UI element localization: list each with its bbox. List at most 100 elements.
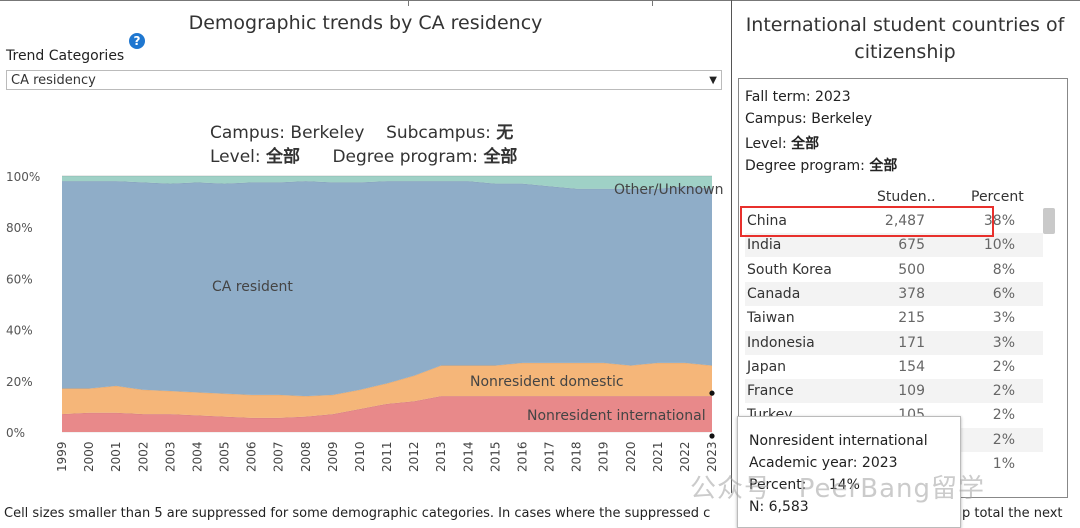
- table-row[interactable]: South Korea 500 8%: [745, 258, 1043, 282]
- table-cell-percent: 10%: [983, 237, 1015, 254]
- table-cell-students: 675: [898, 237, 925, 254]
- subcampus-filter-value: 无: [496, 123, 514, 143]
- table-cell-percent: 8%: [992, 261, 1015, 278]
- table-cell-students: 500: [898, 261, 925, 278]
- table-cell-percent: 3%: [992, 310, 1015, 327]
- campus-label: Campus: Berkeley: [745, 111, 873, 127]
- area-ca-resident: [62, 181, 712, 397]
- table-row[interactable]: Taiwan 215 3%: [745, 306, 1043, 330]
- degree-label: Degree program: 全部: [745, 155, 897, 175]
- degree-filter-label: Degree program:: [332, 147, 484, 167]
- x-tick-label: 2002: [136, 441, 150, 472]
- fall-term-label: Fall term: 2023: [745, 89, 851, 105]
- students-column-header[interactable]: Studen..: [877, 189, 936, 205]
- x-tick-label: 2005: [218, 441, 232, 472]
- chart-tooltip: Nonresident international Academic year:…: [737, 416, 961, 528]
- table-cell-students: 154: [898, 358, 925, 375]
- table-cell-percent: 2%: [992, 383, 1015, 400]
- table-cell-students: 171: [898, 334, 925, 351]
- right-title-line1: International student countries of: [745, 14, 1065, 36]
- top-tick: [408, 0, 409, 6]
- area-other-unknown: [62, 176, 712, 189]
- series-label: CA resident: [212, 279, 293, 295]
- table-cell-country: France: [747, 383, 794, 400]
- trend-categories-label: Trend Categories: [6, 48, 125, 64]
- y-tick-label: 20%: [6, 375, 33, 389]
- x-tick-label: 2016: [515, 441, 529, 472]
- campus-filter: Campus: Berkeley: [210, 123, 365, 143]
- right-title-line2: citizenship: [854, 41, 956, 63]
- y-tick-label: 100%: [6, 170, 40, 184]
- x-tick-label: 2000: [82, 441, 96, 472]
- table-row[interactable]: France 109 2%: [745, 379, 1043, 404]
- x-tick-label: 2009: [326, 441, 340, 472]
- series-label: Nonresident international: [527, 408, 706, 424]
- x-tick-label: 2020: [624, 441, 638, 472]
- y-tick-label: 60%: [6, 272, 33, 286]
- x-tick-label: 2017: [543, 441, 557, 472]
- table-cell-percent: 2%: [992, 431, 1015, 448]
- table-cell-students: 215: [898, 310, 925, 327]
- help-icon[interactable]: ?: [129, 33, 145, 49]
- right-panel-title: International student countries of citize…: [740, 12, 1070, 66]
- x-tick-label: 2011: [380, 441, 394, 472]
- area-nonresident-international: [62, 396, 712, 432]
- table-cell-percent: 2%: [992, 358, 1015, 375]
- left-panel: [731, 0, 732, 493]
- x-tick-label: 2013: [434, 441, 448, 472]
- percent-column-header[interactable]: Percent: [971, 189, 1024, 205]
- table-row[interactable]: 1%: [745, 452, 1043, 476]
- table-row[interactable]: Japan 154 2%: [745, 355, 1043, 379]
- tooltip-percent-value: 14%: [828, 477, 860, 493]
- series-label: Other/Unknown: [614, 182, 723, 198]
- table-cell-country: Indonesia: [747, 334, 815, 351]
- tooltip-year: Academic year: 2023: [749, 455, 898, 471]
- table-row[interactable]: Canada 378 6%: [745, 281, 1043, 306]
- tooltip-percent: Percent: 14%: [749, 477, 860, 493]
- table-row[interactable]: China 2,487 38%: [745, 209, 1043, 233]
- level-label-text: Level:: [745, 136, 792, 152]
- level-filter-label: Level:: [210, 147, 267, 167]
- citizenship-table-panel: Fall term: 2023 Campus: Berkeley Level: …: [738, 78, 1068, 498]
- table-cell-country: South Korea: [747, 261, 832, 278]
- table-row[interactable]: India 675 10%: [745, 233, 1043, 258]
- table-cell-country: Canada: [747, 285, 801, 302]
- table-cell-percent: 3%: [992, 334, 1015, 351]
- table-cell-percent: 38%: [983, 213, 1015, 229]
- x-tick-label: 2007: [272, 441, 286, 472]
- table-cell-country: China: [747, 213, 787, 229]
- page-title: Demographic trends by CA residency: [188, 12, 543, 34]
- x-tick-label: 2001: [109, 441, 123, 472]
- table-cell-students: 378: [898, 285, 925, 302]
- top-border: [0, 0, 1080, 1]
- level-filter-value: 全部: [266, 147, 301, 167]
- x-tick-label: 2003: [163, 441, 177, 472]
- degree-filter-value: 全部: [483, 147, 518, 167]
- table-cell-percent: 6%: [992, 285, 1015, 302]
- x-tick-label: 2004: [190, 441, 204, 472]
- degree-label-text: Degree program:: [745, 158, 870, 174]
- highlight-box: [740, 206, 994, 237]
- table-row[interactable]: Indonesia 171 3%: [745, 330, 1043, 355]
- x-tick-label: 2022: [678, 441, 692, 472]
- x-tick-label: 2006: [245, 441, 259, 472]
- chevron-down-icon[interactable]: ▼: [709, 75, 717, 86]
- x-tick-label: 1999: [55, 441, 69, 472]
- tooltip-percent-label: Percent:: [749, 477, 807, 493]
- filter-line-level: Level: 全部 Degree program: 全部: [210, 142, 517, 167]
- x-tick-label: 2018: [570, 441, 584, 472]
- x-tick-label: 2008: [299, 441, 313, 472]
- table-cell-students: 109: [898, 383, 925, 400]
- residency-area-chart[interactable]: 100% 80% 60% 40% 20% 0% Nonresident internatio…: [0, 170, 731, 490]
- table-cell-country: Japan: [747, 358, 787, 375]
- trend-category-select[interactable]: CA residency ▼: [6, 70, 722, 90]
- y-tick-label: 80%: [6, 221, 33, 235]
- table-scrollbar[interactable]: [1043, 208, 1055, 234]
- trend-category-value: CA residency: [11, 73, 96, 88]
- x-tick-label: 2014: [461, 441, 475, 472]
- series-label: Nonresident domestic: [470, 374, 624, 390]
- x-tick-label: 2021: [651, 441, 665, 472]
- level-label: Level: 全部: [745, 133, 819, 153]
- y-tick-label: 40%: [6, 324, 33, 338]
- tooltip-series: Nonresident international: [749, 433, 928, 449]
